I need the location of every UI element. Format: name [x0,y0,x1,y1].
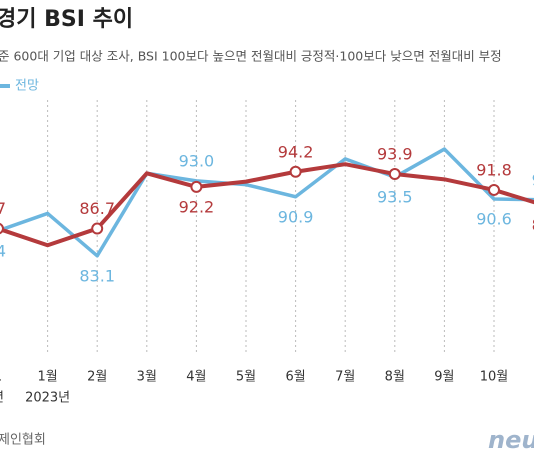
value-label: 86.7 [79,199,115,218]
year-label: 년 [0,391,4,406]
value-label: 90.9 [278,207,314,226]
x-tick-label: 9월 [434,370,454,385]
value-label: 94.2 [278,142,314,161]
chart-subtitle: 준 600대 기업 대상 조사, BSI 100보다 높으면 전월대비 긍정적·… [0,49,502,64]
watermark: neu [488,426,534,454]
value-label: 93.5 [377,188,413,207]
x-tick-label: 7월 [335,370,355,385]
x-tick-label: 5월 [236,370,256,385]
value-label: 90.6 [476,210,512,229]
value-label: 4 [0,241,6,260]
value-label: 91.8 [476,160,512,179]
legend-label: 전망 [15,79,39,94]
value-label: 8 [532,216,534,235]
point-marker [0,222,4,235]
x-tick-label: 8월 [385,370,405,385]
x-tick-label: 1 [0,370,2,385]
point-marker [91,222,104,235]
source: 제인협회 [0,433,46,448]
point-marker [388,168,401,181]
value-label: 83.1 [79,266,115,285]
x-tick-label: 4월 [186,370,206,385]
point-marker [289,165,302,178]
series-line [0,162,534,248]
x-tick-label: 6월 [285,370,305,385]
chart-title: 경기 BSI 추이 [0,7,133,32]
value-label: 92.2 [179,197,215,216]
series-line [0,147,534,258]
x-tick-label: 1월 [37,370,57,385]
value-label: 90. [532,170,534,189]
year-label: 2023년 [25,391,70,406]
point-marker [190,180,203,193]
x-tick-label: 3월 [137,370,157,385]
point-marker [488,183,500,196]
value-label: 93.0 [179,151,215,170]
x-tick-label: 2월 [87,370,107,385]
x-tick-label: 10월 [480,370,509,385]
value-label: 7 [0,199,6,218]
value-label: 93.9 [377,145,413,164]
